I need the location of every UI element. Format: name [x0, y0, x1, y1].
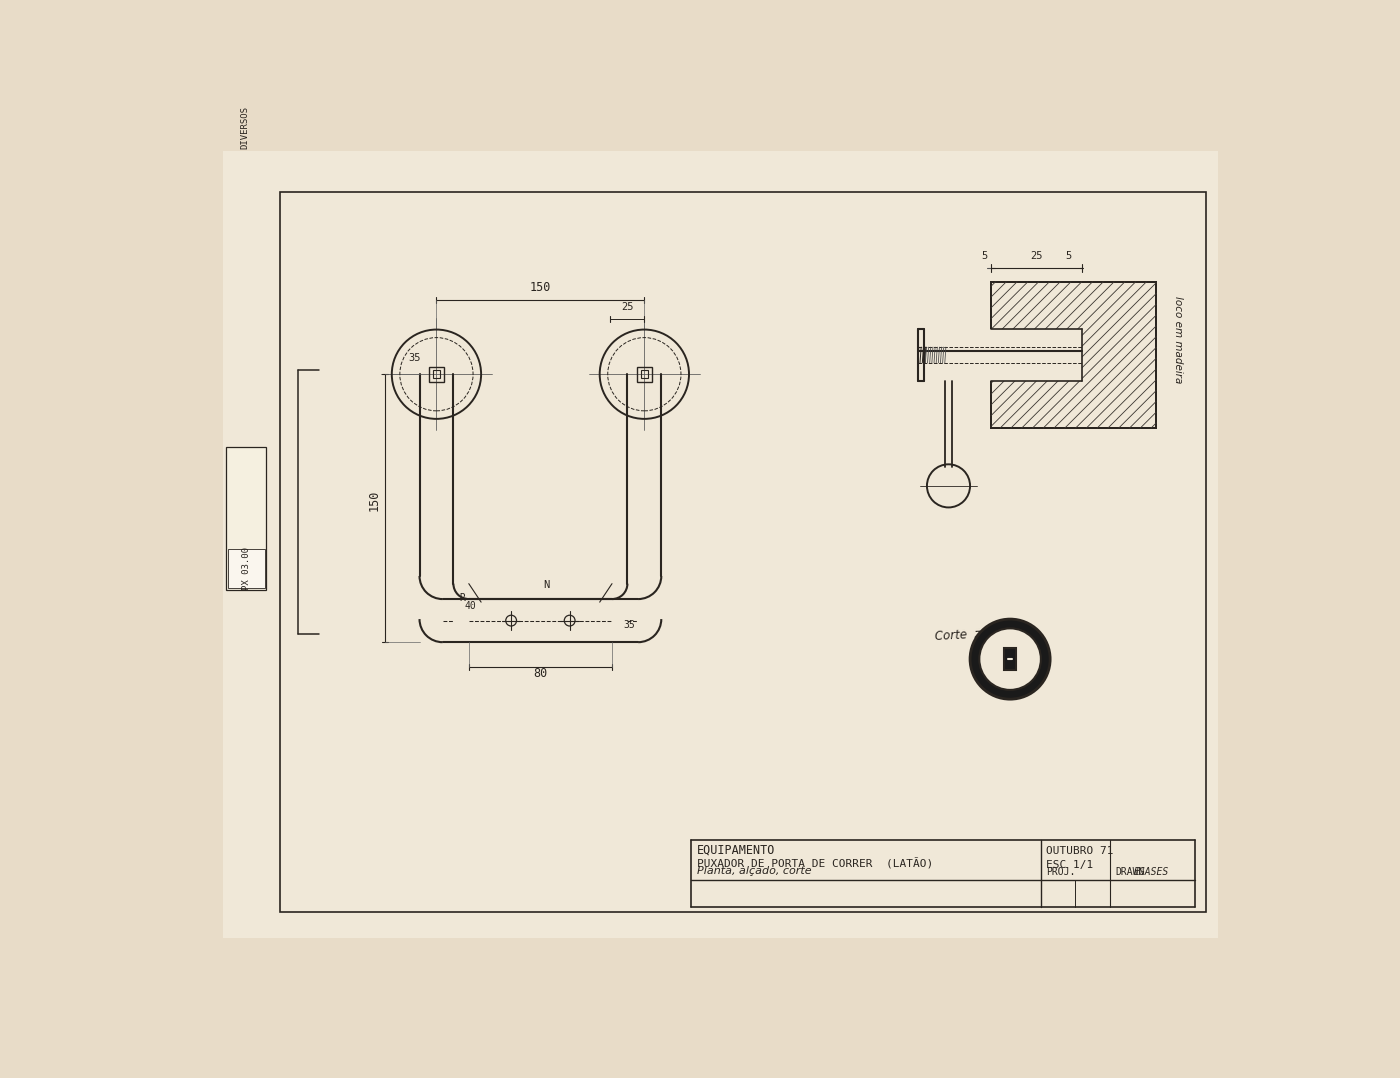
- Bar: [228, 549, 265, 589]
- Text: 25: 25: [622, 302, 634, 313]
- Text: 80: 80: [533, 667, 547, 680]
- Bar: [280, 192, 1205, 912]
- Text: R: R: [459, 593, 465, 604]
- Text: 5: 5: [981, 251, 988, 261]
- Text: 150: 150: [368, 489, 381, 511]
- Bar: [991, 281, 1156, 428]
- Text: 35: 35: [407, 353, 420, 363]
- Bar: [637, 367, 652, 382]
- Text: 40: 40: [465, 602, 476, 611]
- Bar: [227, 447, 266, 590]
- Bar: [1004, 648, 1016, 669]
- Circle shape: [970, 619, 1050, 700]
- Bar: [433, 371, 441, 378]
- Text: DRAWN: DRAWN: [1114, 867, 1144, 876]
- Text: OUTUBRO 71: OUTUBRO 71: [1046, 846, 1113, 856]
- Text: 150: 150: [529, 281, 552, 294]
- Text: Corte  z: Corte z: [934, 627, 981, 642]
- Text: EQUIPAMENTO: EQUIPAMENTO: [697, 844, 776, 857]
- Bar: [991, 281, 1156, 428]
- Text: DIVERSOS: DIVERSOS: [241, 106, 249, 149]
- Text: PX 03.00: PX 03.00: [242, 547, 251, 590]
- Bar: [641, 371, 648, 378]
- Text: N: N: [543, 580, 550, 590]
- Text: loco em madeira: loco em madeira: [1173, 295, 1183, 384]
- Text: 35: 35: [623, 620, 636, 631]
- Text: PROJ.: PROJ.: [1046, 867, 1075, 876]
- Text: ESC 1/1: ESC 1/1: [1046, 860, 1093, 870]
- Text: PUXADOR DE PORTA DE CORRER  (LATÃO): PUXADOR DE PORTA DE CORRER (LATÃO): [697, 858, 932, 870]
- Text: 25: 25: [1030, 251, 1043, 261]
- Bar: [990, 329, 1082, 382]
- Bar: [428, 367, 444, 382]
- Circle shape: [980, 628, 1042, 690]
- Text: Planta, alçado, corte: Planta, alçado, corte: [697, 866, 812, 876]
- Text: 5: 5: [1065, 251, 1071, 261]
- Text: EGASES: EGASES: [1134, 867, 1169, 876]
